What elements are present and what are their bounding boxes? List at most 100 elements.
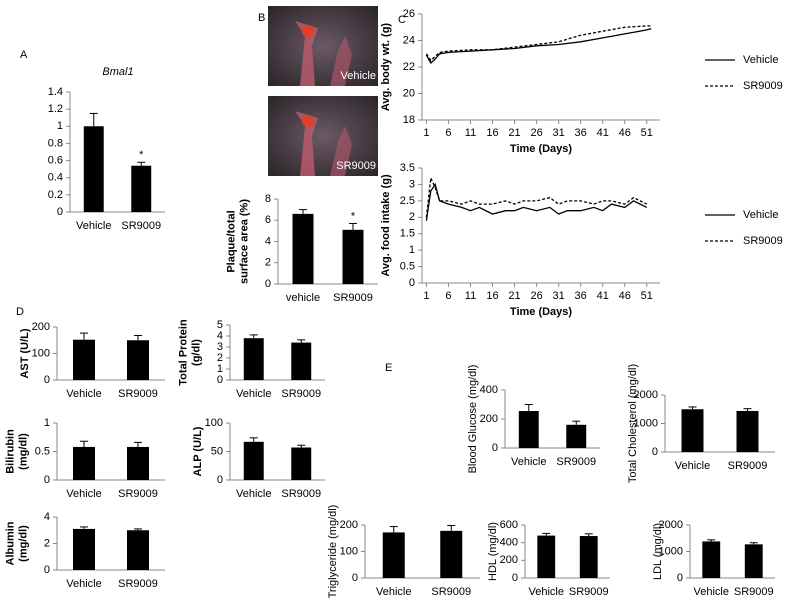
x-tick-label: 6 — [445, 127, 451, 139]
x-tick-label: Vehicle — [236, 388, 271, 400]
error-bar — [134, 441, 142, 447]
error-bar — [137, 161, 146, 166]
error-bar — [297, 444, 306, 448]
y-axis-label: Plaque/total — [225, 210, 237, 272]
y-tick-label: 1 — [409, 244, 415, 256]
x-tick-label: Vehicle — [66, 388, 101, 400]
x-tick-label: SR9009 — [569, 586, 609, 598]
y-tick-label: 0 — [57, 206, 63, 218]
x-tick-label: 51 — [641, 290, 653, 302]
y-tick-label: 0 — [265, 278, 271, 290]
x-tick-label: SR9009 — [281, 388, 321, 400]
legend-label: Vehicle — [743, 209, 778, 221]
x-tick-label: 6 — [445, 290, 451, 302]
y-tick-label: 3 — [217, 341, 223, 353]
x-tick-label: Vehicle — [511, 456, 546, 468]
bar — [73, 446, 95, 480]
error-bar — [349, 222, 357, 230]
x-tick-label: SR9009 — [333, 292, 373, 304]
y-tick-label: 1 — [44, 417, 50, 429]
x-tick-label: SR9009 — [728, 460, 768, 472]
y-tick-label: 5 — [217, 319, 223, 331]
y-axis-label: (mg/dl) — [17, 433, 29, 470]
x-tick-label: 26 — [530, 127, 542, 139]
bar — [73, 528, 95, 570]
y-axis-label: Avg. body wt. (g) — [380, 23, 392, 112]
x-tick-label: 16 — [486, 290, 498, 302]
y-tick-label: 0.6 — [48, 154, 63, 166]
error-bar — [80, 332, 88, 340]
bar — [736, 410, 759, 452]
legend-label: Vehicle — [743, 54, 778, 66]
x-tick-label: SR9009 — [281, 488, 321, 500]
y-tick-label: 100 — [32, 347, 50, 359]
x-tick-label: 41 — [597, 290, 609, 302]
micrograph: Vehicle — [268, 6, 378, 86]
line-series — [425, 182, 648, 221]
bar — [292, 213, 314, 284]
y-axis-label: (mg/dl) — [17, 525, 29, 562]
y-tick-label: 2 — [265, 257, 271, 269]
micrograph-background — [268, 96, 378, 176]
x-tick-label: SR9009 — [556, 456, 596, 468]
bar — [537, 535, 556, 578]
y-axis-label: AST (U/L) — [19, 328, 31, 378]
y-tick-label: 2000 — [659, 519, 683, 531]
image-label: Vehicle — [341, 70, 376, 82]
plaque-region — [295, 21, 318, 86]
y-tick-label: 50 — [211, 445, 223, 457]
bar — [127, 446, 149, 480]
legend-label: SR9009 — [743, 80, 783, 92]
line-series — [425, 25, 652, 62]
x-tick-label: 11 — [465, 127, 476, 139]
panel-letter: E — [385, 362, 392, 374]
x-tick-label: 46 — [619, 127, 631, 139]
micrograph-background — [268, 6, 378, 86]
y-tick-label: 0.4 — [48, 172, 63, 184]
x-tick-label: vehicle — [286, 292, 320, 304]
error-bar — [743, 408, 752, 411]
y-tick-label: 100 — [340, 545, 358, 557]
plaque-spot — [302, 115, 314, 127]
x-tick-label: 26 — [530, 290, 542, 302]
y-tick-label: 1000 — [634, 417, 658, 429]
y-axis-label: Total Protein — [177, 319, 189, 386]
x-tick-label: SR9009 — [734, 586, 774, 598]
plaque-region — [330, 126, 352, 176]
y-tick-label: 1.5 — [400, 228, 415, 240]
x-tick-label: 1 — [423, 127, 429, 139]
y-tick-label: 200 — [32, 321, 50, 333]
y-tick-label: 1 — [217, 363, 223, 375]
y-axis-label: HDL (mg/dl) — [487, 522, 499, 581]
plaque-region — [330, 36, 352, 86]
bar — [291, 342, 312, 380]
y-tick-label: 4 — [44, 511, 50, 523]
y-tick-label: 2 — [409, 211, 415, 223]
y-axis-label: LDL (mg/dl) — [652, 523, 664, 580]
x-tick-label: 16 — [486, 127, 498, 139]
bar — [243, 338, 264, 380]
y-axis-label: Avg. food intake (g) — [380, 174, 392, 277]
x-tick-label: Vehicle — [236, 488, 271, 500]
x-tick-label: SR9009 — [431, 586, 471, 598]
y-axis-label: Albumin — [4, 521, 16, 565]
y-tick-label: 8 — [265, 193, 271, 205]
y-tick-label: 0.2 — [48, 189, 63, 201]
y-tick-label: 0 — [44, 374, 50, 386]
bar — [127, 340, 149, 380]
y-tick-label: 200 — [340, 519, 358, 531]
error-bar — [134, 528, 142, 531]
x-axis-label: Time (Days) — [510, 143, 572, 155]
chart-title: Bmal1 — [102, 66, 133, 78]
y-axis-label: (g/dl) — [190, 339, 202, 366]
bar — [382, 532, 405, 578]
bar — [131, 165, 152, 212]
bar — [342, 229, 364, 284]
line-series — [425, 175, 648, 218]
y-tick-label: 22 — [403, 61, 415, 73]
x-tick-label: SR9009 — [118, 578, 158, 590]
y-tick-label: 1000 — [659, 545, 683, 557]
x-tick-label: Vehicle — [66, 578, 101, 590]
y-tick-label: 20 — [403, 87, 415, 99]
